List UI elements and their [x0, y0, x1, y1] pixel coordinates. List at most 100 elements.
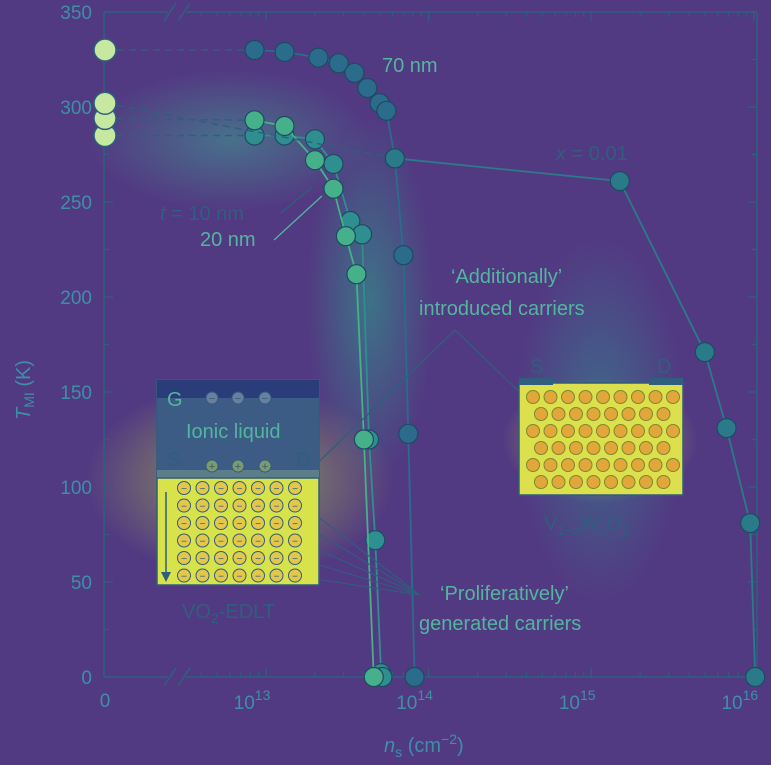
data-point	[323, 178, 344, 199]
electron-minus-sign: −	[181, 572, 187, 583]
electron-minus-sign: −	[181, 537, 187, 548]
electron-carrier	[288, 481, 302, 495]
electron-carrier	[214, 498, 228, 513]
vw-carrier	[551, 441, 566, 455]
series-dashed-link	[104, 117, 255, 121]
data-point	[376, 100, 397, 121]
data-point	[308, 47, 329, 68]
electron-carrier	[288, 516, 302, 530]
electron-minus-sign: −	[200, 502, 206, 513]
vw-carrier	[631, 424, 645, 438]
vw-carriers	[526, 390, 680, 489]
zero-point-marker	[93, 91, 117, 115]
electron-minus-sign: −	[274, 484, 280, 495]
electron-minus-sign: −	[181, 554, 187, 565]
vw-carrier	[631, 390, 645, 404]
vw-carrier	[621, 407, 636, 421]
data-point	[694, 342, 715, 363]
vw-carrier	[543, 390, 558, 404]
electron-carrier	[177, 551, 191, 565]
vw-carrier	[613, 458, 628, 472]
data-point	[244, 39, 265, 61]
edlt-carriers: − − − − − − − − − − − − − − − − − − − − − − − − − − − − − − − − − − − − − − − −…	[177, 481, 302, 583]
vw-source-label: S	[530, 356, 543, 378]
electron-carrier	[232, 533, 247, 548]
electron-minus-sign: −	[218, 502, 224, 513]
electron-minus-sign: −	[255, 519, 261, 530]
electron-carrier	[269, 498, 284, 513]
data-point	[398, 423, 419, 444]
electron-carrier	[269, 516, 284, 530]
vw-carrier	[666, 458, 680, 472]
vw-carrier	[534, 475, 548, 489]
electron-minus-sign: −	[237, 537, 243, 548]
vw-caption: V1−xWxO2	[544, 513, 630, 538]
electron-carrier	[195, 498, 210, 513]
data-point	[304, 150, 326, 171]
electron-carrier	[177, 481, 191, 495]
data-point	[244, 110, 265, 131]
electron-minus-sign: −	[274, 572, 280, 583]
ionic-liquid-label: Ionic liquid	[186, 421, 281, 443]
x-tick-label: 1015	[559, 687, 596, 714]
gate-ion-minus	[205, 391, 219, 405]
vw-carrier	[526, 458, 540, 472]
electron-minus-sign: −	[255, 484, 261, 495]
electron-minus-sign: −	[237, 572, 243, 583]
leader-20nm	[273, 195, 323, 241]
electron-minus-sign: −	[200, 484, 206, 495]
electron-carrier	[269, 551, 284, 565]
vo2-channel	[156, 477, 320, 586]
label-t-10nm: t = 10 nm	[160, 203, 244, 225]
y-tick-label: 0	[81, 668, 92, 689]
gate-ion-plus	[258, 459, 272, 473]
data-point	[404, 666, 425, 688]
vw-carrier	[534, 407, 548, 421]
electron-carrier	[232, 481, 247, 495]
vw-carrier	[604, 407, 618, 421]
y-axis-title: TMI (K)	[13, 360, 37, 420]
data-point	[384, 148, 405, 169]
x-tick-label: 1014	[396, 687, 433, 714]
vw-carrier	[569, 475, 583, 489]
label-70nm: 70 nm	[382, 55, 438, 77]
electron-minus-sign: −	[181, 502, 187, 513]
data-point	[609, 171, 630, 192]
electron-minus-sign: −	[292, 519, 298, 530]
vw-carrier	[666, 390, 680, 404]
vw-carrier	[526, 390, 540, 404]
y-tick-label: 100	[60, 478, 92, 499]
data-point	[716, 418, 737, 439]
source-label: S	[167, 449, 180, 471]
data-point	[365, 530, 386, 551]
electron-carrier	[288, 498, 302, 513]
y-tick-label: 250	[60, 193, 92, 214]
label-proliferatively-2: generated carriers	[419, 613, 581, 635]
vw-carrier	[578, 390, 593, 404]
gate-ion-plus	[205, 459, 219, 473]
data-point	[346, 264, 367, 285]
drain-label: D	[296, 449, 310, 471]
vw-carrier	[561, 390, 575, 404]
data-point	[740, 512, 761, 534]
gate-label: G	[167, 389, 183, 411]
vw-carrier	[596, 458, 610, 472]
vw-carrier	[639, 475, 653, 489]
y-tick-label: 150	[60, 383, 92, 404]
vw-carrier	[526, 424, 540, 438]
electron-carrier	[177, 533, 191, 548]
electron-minus-sign: −	[292, 484, 298, 495]
electron-carrier	[251, 498, 265, 513]
electron-minus-sign: −	[218, 484, 224, 495]
gate-electrode	[157, 380, 319, 398]
vw-carrier	[648, 458, 663, 472]
x-axis-title: ns (cm−2)	[384, 731, 464, 760]
electron-carrier	[269, 533, 284, 548]
electron-carrier	[177, 516, 191, 530]
zero-point-marker	[93, 38, 117, 62]
electron-minus-sign: −	[255, 537, 261, 548]
data-point	[274, 115, 295, 137]
data-point	[357, 77, 378, 99]
vw-carrier	[604, 441, 618, 455]
data-point	[274, 41, 295, 63]
